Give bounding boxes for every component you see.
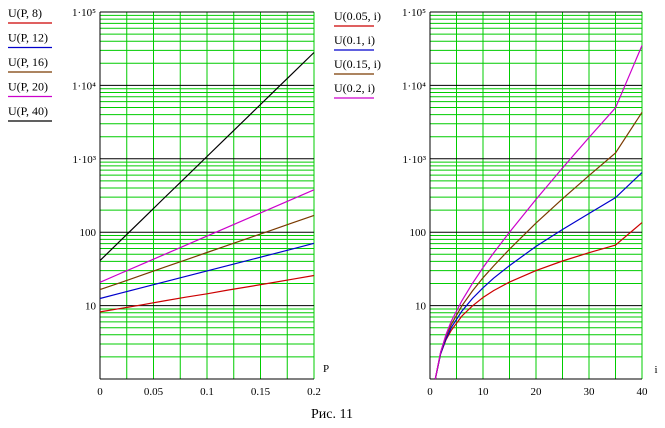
- y-tick-label: 1·10⁴: [402, 80, 426, 92]
- y-tick-label: 10: [85, 301, 97, 313]
- y-tick-label: 1·10³: [73, 154, 97, 166]
- y-tick-label: 1·10⁵: [72, 7, 96, 19]
- y-tick-label: 1·10⁵: [402, 7, 426, 19]
- y-tick-label: 100: [80, 227, 97, 239]
- x-tick-label: 20: [531, 386, 543, 398]
- series-line: [99, 214, 315, 291]
- x-tick-label: 10: [478, 386, 490, 398]
- series-line: [99, 242, 315, 300]
- y-tick-label: 10: [415, 301, 427, 313]
- y-tick-label: 1·10⁴: [72, 80, 96, 92]
- x-tick-label: 0: [97, 386, 103, 398]
- y-tick-label: 100: [410, 227, 427, 239]
- legend-label: U(P, 8): [8, 6, 42, 20]
- legend-label: U(0.05, i): [334, 9, 381, 23]
- legend-label: U(P, 40): [8, 104, 48, 118]
- x-tick-label: 40: [637, 386, 649, 398]
- figure-caption: Рис. 11: [311, 407, 353, 422]
- chart-left-u-vs-p: 10 100 1·10³ 1·10⁴ 1·10⁵ 0 0.05 0.1 0.15 0.2P U(P,…: [8, 6, 329, 398]
- series-line: [434, 222, 643, 380]
- legend-label: U(P, 16): [8, 55, 48, 69]
- series-line: [99, 52, 315, 262]
- x-tick-label: 0.1: [200, 386, 214, 398]
- legend-label: U(P, 20): [8, 80, 48, 94]
- legend-label: U(P, 12): [8, 31, 48, 45]
- x-axis-label: P: [323, 363, 329, 375]
- legend-label: U(0.15, i): [334, 57, 381, 71]
- x-tick-label: 0.15: [251, 386, 271, 398]
- series-line: [434, 111, 643, 380]
- x-axis-label: i: [654, 364, 657, 376]
- x-tick-label: 30: [584, 386, 596, 398]
- series-line: [99, 189, 315, 283]
- chart-right-u-vs-i: 10 100 1·10³ 1·10⁴ 1·10⁵ 0 10 20 30 40 i U(0.05, i)…: [334, 7, 658, 398]
- legend-label: U(0.1, i): [334, 33, 375, 47]
- legend-label: U(0.2, i): [334, 81, 375, 95]
- series-line: [434, 45, 643, 380]
- y-tick-label: 1·10³: [403, 154, 427, 166]
- x-tick-label: 0.05: [144, 386, 164, 398]
- x-tick-label: 0.2: [307, 386, 321, 398]
- x-tick-label: 0: [427, 386, 433, 398]
- series-line: [99, 274, 315, 313]
- series-line: [434, 172, 643, 380]
